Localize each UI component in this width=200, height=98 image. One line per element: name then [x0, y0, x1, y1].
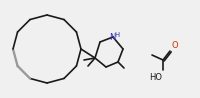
Text: HO: HO — [149, 73, 162, 82]
Text: H: H — [114, 32, 120, 38]
Text: N: N — [109, 33, 115, 41]
Text: O: O — [172, 41, 179, 50]
